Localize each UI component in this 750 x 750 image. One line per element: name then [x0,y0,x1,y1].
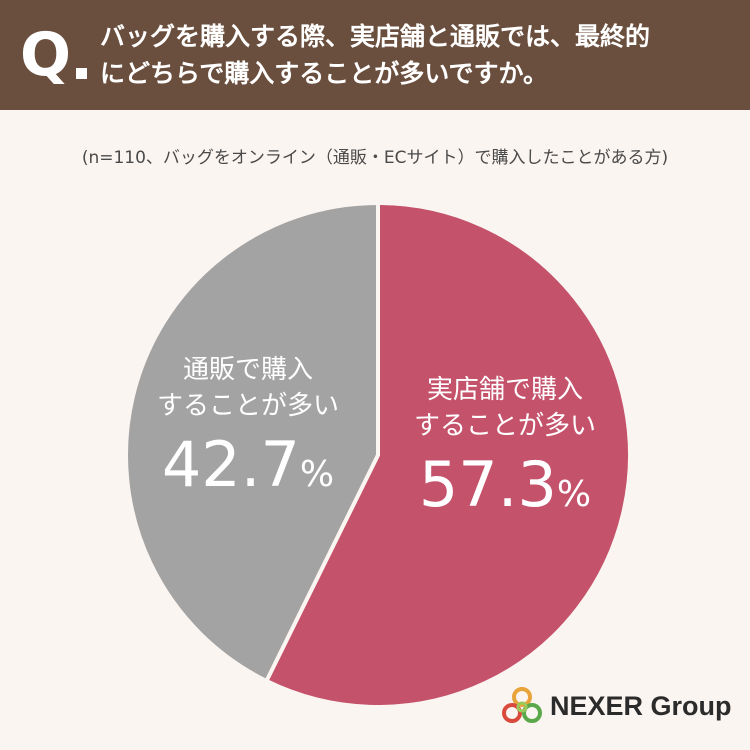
slice-label-line1: 通販で購入 [183,355,313,385]
slice-value-label: 42.7% [162,428,334,501]
nexer-logo-text: NEXER Group [550,690,732,721]
slice-label-line1: 実店舗で購入 [427,375,583,405]
slice-value-label: 57.3% [419,448,591,521]
sample-note: (n=110、バッグをオンライン（通販・ECサイト）で購入したことがある方) [81,148,669,168]
pie-slice-1 [264,201,632,709]
question-line-1: バッグを購入する際、実店舗と通販では、最終的 [100,22,651,51]
q-dot [76,68,87,79]
nexer-logo-icon [502,687,542,723]
question-text: バッグを購入する際、実店舗と通販では、最終的 にどちらで購入することが多いですか… [100,18,740,92]
q-mark: Q [20,20,72,90]
nexer-logo: NEXER Group [500,686,732,726]
slice-label-line2: することが多い [157,391,339,421]
question-header: Q バッグを購入する際、実店舗と通販では、最終的 にどちらで購入することが多いで… [0,0,750,110]
question-line-2: にどちらで購入することが多いですか。 [100,59,549,88]
slice-label-line2: することが多い [414,411,596,441]
pie-slice-2 [124,201,380,683]
